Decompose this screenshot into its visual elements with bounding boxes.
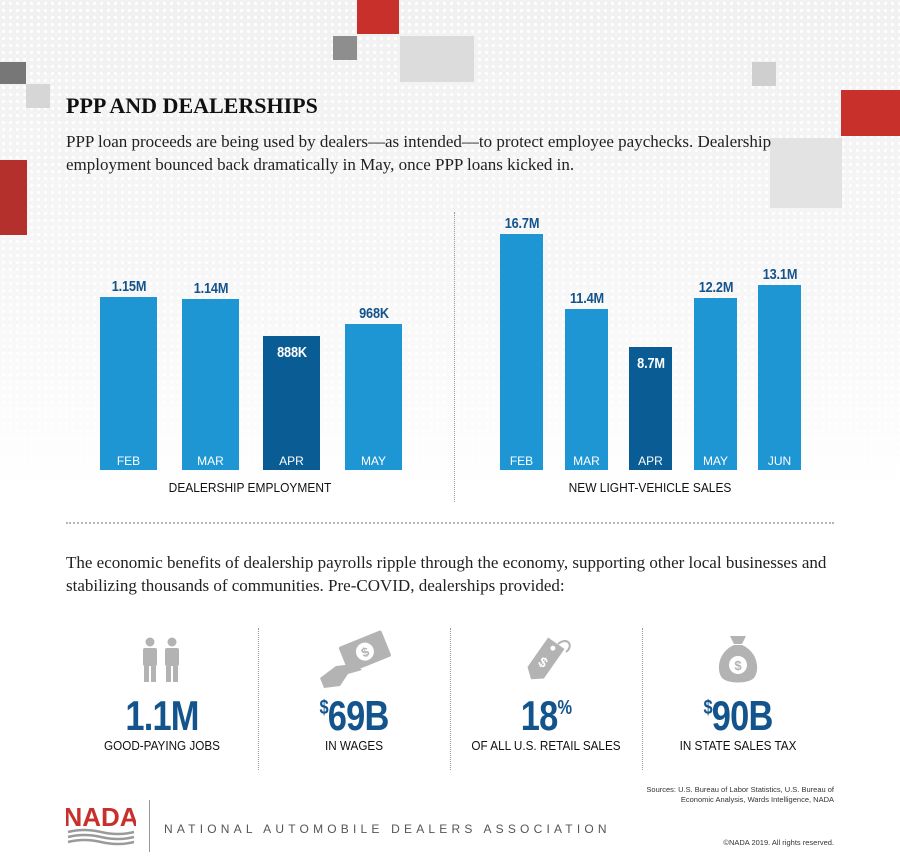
- stat-value: $90B: [703, 692, 773, 739]
- chart-divider: [454, 212, 455, 502]
- bar-category-label: MAY: [360, 454, 387, 468]
- bar-category-label: APR: [279, 454, 304, 468]
- decor-square: [0, 160, 27, 235]
- bar-category-label: FEB: [509, 454, 534, 468]
- chart-title: NEW LIGHT-VEHICLE SALES: [568, 480, 732, 495]
- bar-category-label: APR: [638, 454, 663, 468]
- bar-value-label: 16.7M: [504, 215, 539, 232]
- stat-divider: [642, 628, 643, 770]
- bar-value-label: 1.15M: [111, 278, 146, 295]
- stat-label: OF ALL U.S. RETAIL SALES: [471, 738, 621, 753]
- sources-note: Sources: U.S. Bureau of Labor Statistics…: [646, 785, 834, 804]
- bar-value-label: 8.7M: [636, 355, 665, 372]
- price-tag-icon: $: [527, 637, 571, 680]
- bar-value-label: 968K: [358, 305, 389, 322]
- stat-divider: [258, 628, 259, 770]
- logo-divider: [149, 800, 150, 852]
- intro-text: The economic benefits of dealership payr…: [66, 553, 827, 595]
- bar: [182, 299, 239, 470]
- stat-value: 18%: [520, 692, 572, 739]
- money-hand-icon: $: [320, 630, 391, 688]
- stat-label: IN STATE SALES TAX: [679, 738, 797, 753]
- bar-category-label: MAY: [702, 454, 729, 468]
- svg-text:$: $: [734, 658, 742, 673]
- section-divider: [66, 522, 834, 524]
- bar-category-label: MAR: [197, 454, 224, 468]
- decor-square: [333, 36, 357, 60]
- stat-divider: [450, 628, 451, 770]
- page-title: PPP AND DEALERSHIPS: [66, 93, 318, 118]
- bar-value-label: 11.4M: [569, 290, 604, 307]
- bar: [263, 336, 320, 470]
- bar-value-label: 888K: [276, 344, 307, 361]
- bar: [565, 309, 608, 470]
- stat-label: IN WAGES: [324, 738, 384, 753]
- copyright: ©NADA 2019. All rights reserved.: [723, 838, 834, 847]
- bar-category-label: FEB: [116, 454, 141, 468]
- bar-value-label: 12.2M: [698, 279, 733, 296]
- decor-square: [841, 90, 900, 136]
- bar: [500, 234, 543, 470]
- bar-category-label: MAR: [573, 454, 600, 468]
- bar: [629, 347, 672, 470]
- stat-value: $69B: [319, 692, 389, 739]
- decor-square: [357, 0, 399, 34]
- money-bag-icon: $: [718, 636, 758, 683]
- bar: [100, 297, 157, 470]
- decor-square: [26, 84, 50, 108]
- bar-category-label: JUN: [767, 454, 792, 468]
- decor-square: [752, 62, 776, 86]
- svg-text:NADA: NADA: [66, 802, 136, 832]
- decor-square: [0, 62, 26, 84]
- decor-square: [770, 138, 842, 208]
- bar-value-label: 1.14M: [193, 280, 228, 297]
- bar-value-label: 13.1M: [762, 266, 797, 283]
- bar: [758, 285, 801, 470]
- people-icon: [143, 637, 179, 682]
- chart-title: DEALERSHIP EMPLOYMENT: [168, 480, 332, 495]
- bar: [694, 298, 737, 470]
- association-name: NATIONAL AUTOMOBILE DEALERS ASSOCIATION: [164, 822, 611, 836]
- stat-value: 1.1M: [125, 692, 199, 739]
- stat-label: GOOD-PAYING JOBS: [104, 738, 220, 753]
- nada-logo: NADA: [66, 802, 136, 846]
- decor-square: [400, 36, 474, 82]
- page-subtitle: PPP loan proceeds are being used by deal…: [66, 132, 772, 174]
- bar: [345, 324, 402, 470]
